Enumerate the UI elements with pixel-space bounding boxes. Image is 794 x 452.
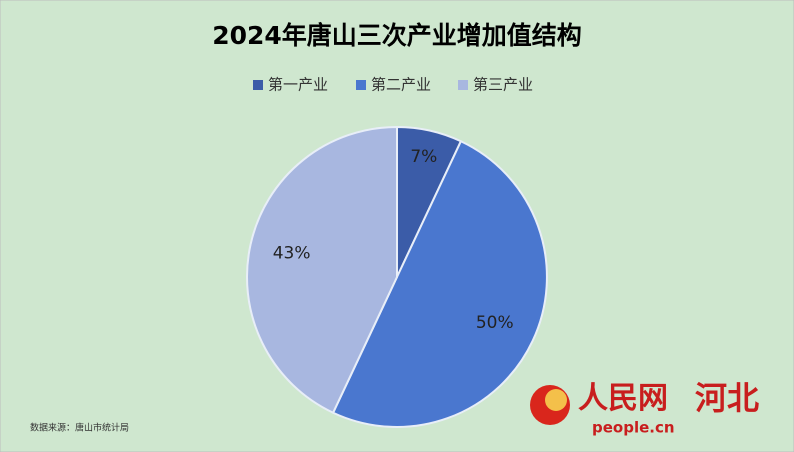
- legend-label: 第一产业: [268, 76, 328, 94]
- pie-slice: [331, 139, 548, 428]
- logo-name: 人民网: [578, 381, 668, 416]
- logo-region: 河北: [695, 379, 759, 417]
- data-label: 7%: [410, 147, 437, 167]
- logo-icon-inner: [545, 389, 567, 411]
- legend-swatch: [356, 80, 366, 90]
- chart-title: 2024年唐山三次产业增加值结构: [212, 21, 582, 50]
- logo-url: people.cn: [592, 419, 675, 437]
- legend-label: 第三产业: [473, 76, 533, 94]
- logo: 人民网 河北 people.cn: [530, 379, 759, 437]
- legend-swatch: [458, 80, 468, 90]
- legend-swatch: [253, 80, 263, 90]
- data-label: 43%: [273, 243, 311, 263]
- data-label: 50%: [476, 313, 514, 333]
- pie-slice: [246, 125, 398, 415]
- legend-label: 第二产业: [371, 76, 431, 94]
- source-note: 数据来源：唐山市统计局: [30, 422, 129, 434]
